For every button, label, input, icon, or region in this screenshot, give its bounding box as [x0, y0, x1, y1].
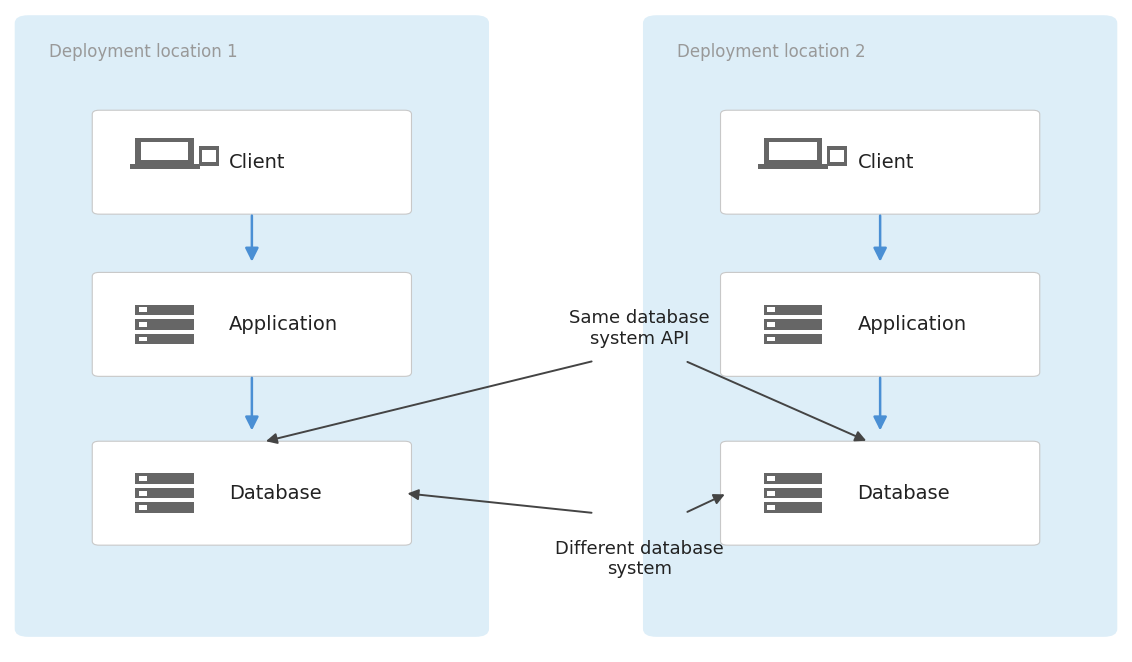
FancyBboxPatch shape: [767, 491, 774, 495]
FancyBboxPatch shape: [136, 488, 195, 498]
Text: Database: Database: [229, 484, 321, 502]
FancyBboxPatch shape: [136, 502, 195, 513]
FancyBboxPatch shape: [138, 307, 147, 312]
FancyBboxPatch shape: [770, 142, 817, 160]
FancyBboxPatch shape: [199, 146, 218, 166]
FancyBboxPatch shape: [92, 110, 412, 214]
FancyBboxPatch shape: [767, 336, 774, 342]
FancyBboxPatch shape: [138, 491, 147, 495]
FancyBboxPatch shape: [763, 138, 822, 164]
Text: Same database
system API: Same database system API: [569, 308, 710, 348]
FancyBboxPatch shape: [763, 473, 822, 484]
Text: Client: Client: [858, 153, 914, 171]
FancyBboxPatch shape: [720, 441, 1039, 545]
FancyBboxPatch shape: [136, 305, 195, 315]
FancyBboxPatch shape: [138, 322, 147, 327]
FancyBboxPatch shape: [129, 164, 199, 169]
FancyBboxPatch shape: [758, 164, 829, 169]
FancyBboxPatch shape: [201, 150, 215, 162]
FancyBboxPatch shape: [763, 334, 822, 344]
FancyBboxPatch shape: [767, 307, 774, 312]
FancyBboxPatch shape: [763, 488, 822, 498]
Text: Different database
system: Different database system: [555, 540, 724, 579]
FancyBboxPatch shape: [138, 336, 147, 342]
FancyBboxPatch shape: [136, 473, 195, 484]
FancyBboxPatch shape: [767, 506, 774, 510]
FancyBboxPatch shape: [831, 150, 844, 162]
FancyBboxPatch shape: [643, 15, 1117, 637]
Text: Client: Client: [229, 153, 285, 171]
FancyBboxPatch shape: [138, 477, 147, 481]
FancyBboxPatch shape: [136, 334, 195, 344]
FancyBboxPatch shape: [763, 305, 822, 315]
Text: Database: Database: [858, 484, 950, 502]
FancyBboxPatch shape: [763, 319, 822, 330]
FancyBboxPatch shape: [767, 322, 774, 327]
FancyBboxPatch shape: [720, 273, 1039, 376]
Text: Deployment location 2: Deployment location 2: [677, 43, 866, 61]
Text: Application: Application: [229, 315, 338, 334]
FancyBboxPatch shape: [136, 319, 195, 330]
FancyBboxPatch shape: [15, 15, 489, 637]
FancyBboxPatch shape: [767, 477, 774, 481]
FancyBboxPatch shape: [720, 110, 1039, 214]
FancyBboxPatch shape: [138, 506, 147, 510]
FancyBboxPatch shape: [92, 273, 412, 376]
FancyBboxPatch shape: [136, 138, 195, 164]
Text: Deployment location 1: Deployment location 1: [49, 43, 238, 61]
FancyBboxPatch shape: [140, 142, 188, 160]
FancyBboxPatch shape: [92, 441, 412, 545]
Text: Application: Application: [858, 315, 967, 334]
FancyBboxPatch shape: [826, 146, 847, 166]
FancyBboxPatch shape: [763, 502, 822, 513]
